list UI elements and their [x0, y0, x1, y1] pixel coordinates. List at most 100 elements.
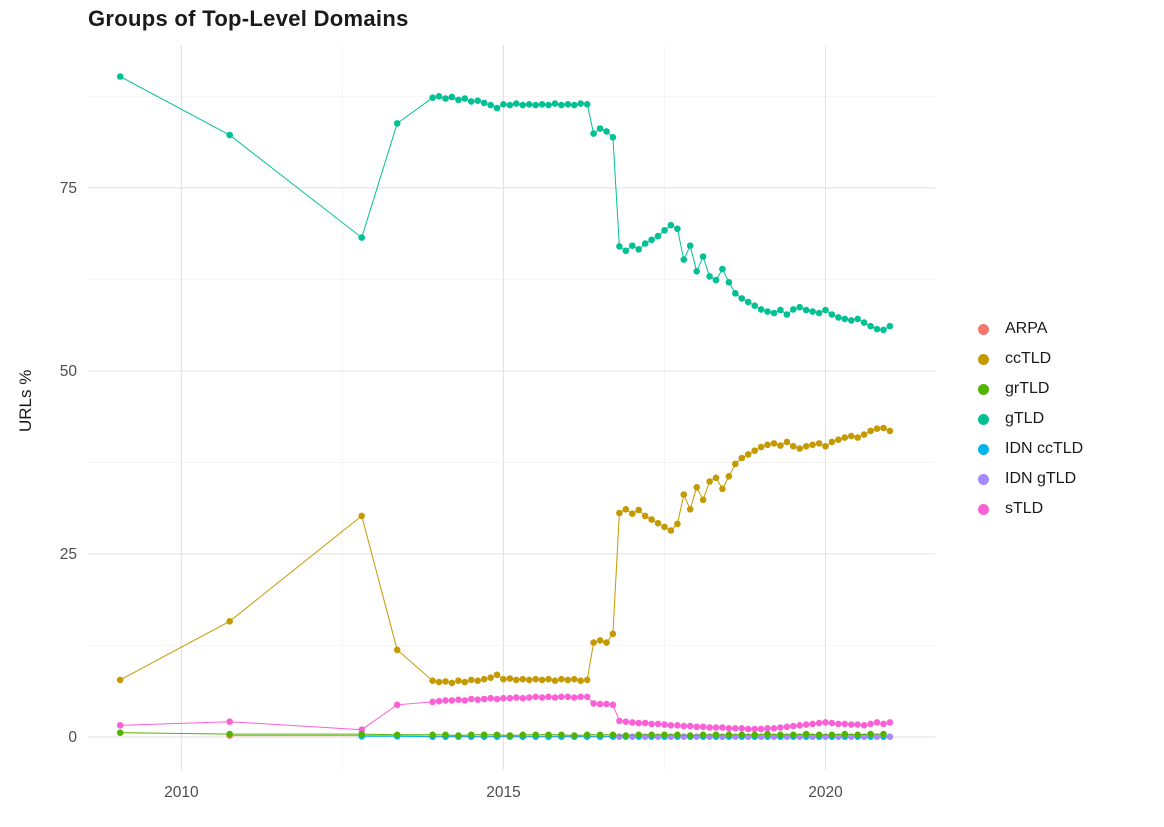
- data-point: [654, 720, 662, 728]
- data-point: [661, 523, 668, 531]
- data-point: [764, 730, 771, 738]
- data-point: [648, 731, 655, 739]
- data-point: [661, 227, 668, 234]
- data-point: [596, 731, 604, 739]
- data-point: [116, 676, 124, 684]
- data-point: [815, 731, 823, 739]
- data-point: [461, 95, 469, 102]
- data-point: [622, 718, 630, 725]
- data-point: [886, 719, 894, 726]
- data-point: [442, 697, 449, 704]
- data-point: [545, 731, 552, 739]
- data-point: [480, 99, 488, 107]
- data-point: [358, 512, 366, 520]
- data-point: [442, 731, 449, 739]
- data-point: [757, 733, 765, 740]
- data-point: [538, 676, 546, 684]
- y-tick-label: 75: [60, 180, 77, 197]
- legend-label: ARPA: [1005, 320, 1048, 337]
- data-point: [480, 731, 488, 739]
- data-point: [590, 639, 597, 646]
- data-point: [738, 454, 746, 462]
- data-point: [751, 302, 758, 310]
- data-point: [822, 719, 829, 726]
- data-point: [622, 732, 630, 739]
- data-point: [603, 639, 610, 646]
- data-point: [732, 460, 739, 468]
- data-point: [686, 732, 694, 739]
- data-point: [835, 720, 842, 728]
- data-point: [393, 731, 401, 739]
- legend-key-dot: [978, 413, 989, 425]
- data-point: [226, 131, 233, 139]
- legend-item-idn-cctld: IDN ccTLD: [978, 434, 1083, 464]
- data-point: [790, 443, 797, 450]
- data-point: [886, 427, 894, 435]
- data-point: [873, 325, 881, 333]
- data-point: [764, 725, 771, 732]
- data-point: [525, 676, 533, 684]
- data-point: [725, 725, 733, 732]
- data-point: [641, 240, 649, 247]
- data-point: [757, 443, 765, 451]
- data-point: [577, 677, 584, 684]
- data-point: [474, 97, 482, 104]
- data-point: [461, 678, 469, 686]
- data-point: [867, 427, 874, 435]
- x-tick-label: 2020: [808, 784, 843, 801]
- data-point: [551, 694, 559, 701]
- data-point: [474, 696, 482, 703]
- data-point: [699, 723, 707, 731]
- data-point: [571, 694, 578, 701]
- data-point: [532, 101, 539, 109]
- data-point: [732, 290, 739, 297]
- data-point: [680, 722, 688, 730]
- data-point: [848, 432, 855, 440]
- data-point: [467, 676, 475, 684]
- data-point: [783, 723, 791, 731]
- data-point: [674, 520, 681, 528]
- data-point: [545, 101, 552, 109]
- data-point: [609, 701, 617, 709]
- data-point: [616, 733, 623, 740]
- data-point: [603, 128, 610, 135]
- data-point: [770, 440, 778, 447]
- data-point: [667, 221, 675, 229]
- data-point: [738, 725, 746, 732]
- data-point: [609, 731, 617, 739]
- data-point: [513, 100, 520, 107]
- legend-label: IDN ccTLD: [1005, 440, 1084, 457]
- data-point: [809, 720, 816, 728]
- data-point: [467, 731, 475, 739]
- legend-key-dot: [978, 443, 989, 455]
- data-point: [435, 93, 443, 100]
- data-point: [577, 100, 584, 107]
- series-stld: [116, 693, 894, 733]
- data-point: [564, 676, 572, 684]
- data-point: [841, 315, 849, 323]
- data-point: [848, 721, 855, 728]
- data-point: [519, 731, 527, 739]
- data-point: [654, 519, 662, 527]
- data-point: [809, 308, 816, 315]
- data-point: [854, 315, 861, 323]
- data-point: [525, 101, 533, 108]
- data-point: [467, 98, 475, 105]
- data-point: [648, 236, 655, 244]
- data-point: [538, 101, 546, 108]
- data-point: [648, 516, 655, 523]
- data-point: [648, 720, 655, 728]
- data-point: [519, 694, 527, 702]
- data-point: [757, 725, 765, 733]
- data-point: [712, 474, 720, 482]
- data-point: [796, 303, 803, 311]
- data-point: [848, 317, 855, 324]
- data-point: [551, 100, 559, 107]
- data-point: [429, 94, 436, 101]
- data-point: [448, 697, 456, 704]
- data-point: [609, 630, 617, 638]
- legend-key-dot: [978, 473, 989, 485]
- legend-label: ccTLD: [1005, 350, 1052, 367]
- data-point: [493, 104, 501, 112]
